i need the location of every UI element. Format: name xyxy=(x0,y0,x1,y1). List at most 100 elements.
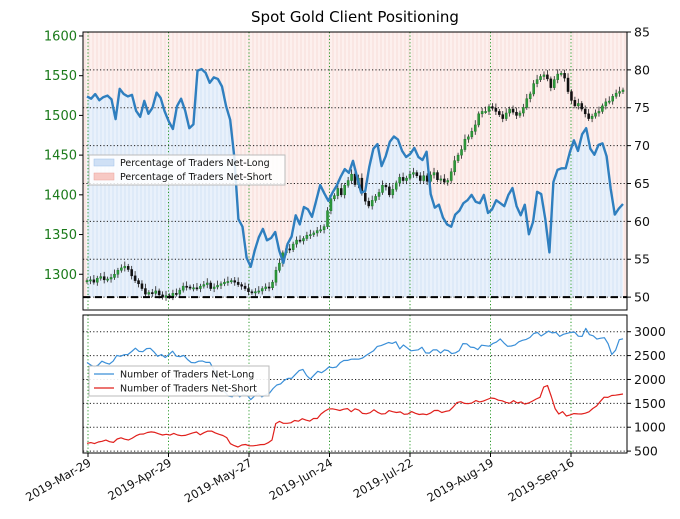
candle-103 xyxy=(439,175,443,184)
candle-body-115 xyxy=(480,111,484,115)
candle-141 xyxy=(570,89,573,104)
candle-138 xyxy=(559,70,563,77)
candle-77 xyxy=(350,169,353,185)
candle-140 xyxy=(566,73,570,94)
candle-112 xyxy=(470,127,474,140)
bottom-legend: Number of Traders Net-Long Number of Tra… xyxy=(88,365,270,397)
candle-89 xyxy=(391,184,395,199)
candle-body-145 xyxy=(583,108,587,115)
candle-body-144 xyxy=(580,103,584,110)
right-tick-label-80: 80 xyxy=(634,62,650,77)
candle-38 xyxy=(216,280,219,290)
candle-body-36 xyxy=(209,282,212,289)
right-tick-label-50: 50 xyxy=(634,290,650,305)
candle-111 xyxy=(467,134,470,143)
candle-87 xyxy=(384,182,388,191)
bottom-gridlines xyxy=(83,315,627,453)
candle-body-92 xyxy=(401,177,405,181)
candle-142 xyxy=(573,96,577,109)
candle-body-0 xyxy=(85,280,89,283)
left-tick-label-1350: 1350 xyxy=(44,228,77,243)
candle-body-86 xyxy=(381,185,384,193)
x-tick-label-4: 2019-Jul-22 xyxy=(351,455,416,500)
bottom-panel-frame xyxy=(82,314,628,454)
right-tick-label-70: 70 xyxy=(634,138,650,153)
candle-36 xyxy=(209,280,212,291)
candle-62 xyxy=(298,235,302,244)
candle-body-52 xyxy=(264,286,267,289)
candle-152 xyxy=(607,96,611,105)
candle-body-32 xyxy=(195,287,199,290)
candle-body-75 xyxy=(343,185,346,196)
candle-55 xyxy=(274,266,278,286)
candle-body-147 xyxy=(590,115,594,119)
candle-43 xyxy=(233,277,237,286)
candle-59 xyxy=(288,244,291,254)
candle-82 xyxy=(367,197,371,209)
candle-73 xyxy=(336,184,340,200)
bottom-tick-label-2000: 2000 xyxy=(634,372,666,387)
candle-27 xyxy=(178,287,182,298)
candle-body-136 xyxy=(553,79,556,88)
candle-51 xyxy=(260,286,264,295)
candle-114 xyxy=(477,111,480,128)
candle-body-69 xyxy=(322,226,326,231)
candle-19 xyxy=(151,288,154,297)
candle-92 xyxy=(401,172,405,183)
candle-body-110 xyxy=(463,138,467,150)
candle-body-131 xyxy=(535,79,539,84)
candle-33 xyxy=(199,283,202,293)
top-legend-box xyxy=(88,154,286,186)
candle-body-4 xyxy=(99,276,103,279)
candle-50 xyxy=(257,286,261,295)
candle-93 xyxy=(405,175,408,185)
left-tick-label-1400: 1400 xyxy=(44,188,77,203)
candle-body-60 xyxy=(291,243,295,250)
candle-64 xyxy=(305,231,309,241)
candle-body-101 xyxy=(432,172,436,176)
candle-129 xyxy=(528,91,532,103)
right-tick-label-60: 60 xyxy=(634,214,650,229)
candle-66 xyxy=(312,230,316,237)
candle-body-128 xyxy=(525,98,529,108)
candle-body-96 xyxy=(415,172,419,177)
candle-body-153 xyxy=(611,96,614,102)
candle-84 xyxy=(374,194,377,203)
right-tick-label-55: 55 xyxy=(634,252,650,267)
candle-151 xyxy=(604,98,608,110)
bottom-tick-label-1500: 1500 xyxy=(634,396,666,411)
candle-body-30 xyxy=(188,286,192,289)
candle-17 xyxy=(144,283,147,298)
candle-body-146 xyxy=(587,113,590,119)
candle-56 xyxy=(278,258,281,273)
candle-98 xyxy=(422,171,425,183)
candle-135 xyxy=(549,76,553,92)
candle-body-51 xyxy=(260,288,264,292)
left-tick-label-1600: 1600 xyxy=(44,29,77,44)
candle-body-23 xyxy=(164,295,168,298)
candle-body-132 xyxy=(539,76,542,80)
candle-body-35 xyxy=(205,282,209,285)
candle-body-54 xyxy=(271,281,274,289)
candle-119 xyxy=(494,103,498,116)
candle-body-150 xyxy=(601,105,604,112)
price-candles xyxy=(85,69,625,301)
candle-2 xyxy=(92,275,96,285)
candle-body-66 xyxy=(312,232,316,235)
left-tick-label-1450: 1450 xyxy=(44,149,77,164)
bottom-panel: 500 1000 1500 2000 2500 3000 Number of Trader… xyxy=(82,314,666,459)
candle-body-98 xyxy=(422,175,425,181)
candle-149 xyxy=(597,106,601,117)
candle-69 xyxy=(322,224,326,234)
candle-body-138 xyxy=(559,73,563,75)
candle-body-111 xyxy=(467,136,470,140)
candle-body-71 xyxy=(329,198,333,211)
candle-102 xyxy=(436,170,439,183)
candle-107 xyxy=(453,155,456,176)
candle-134 xyxy=(546,70,549,82)
candle-body-103 xyxy=(439,178,443,181)
candle-body-72 xyxy=(333,195,336,200)
candle-7 xyxy=(109,273,113,283)
candle-105 xyxy=(446,178,450,186)
